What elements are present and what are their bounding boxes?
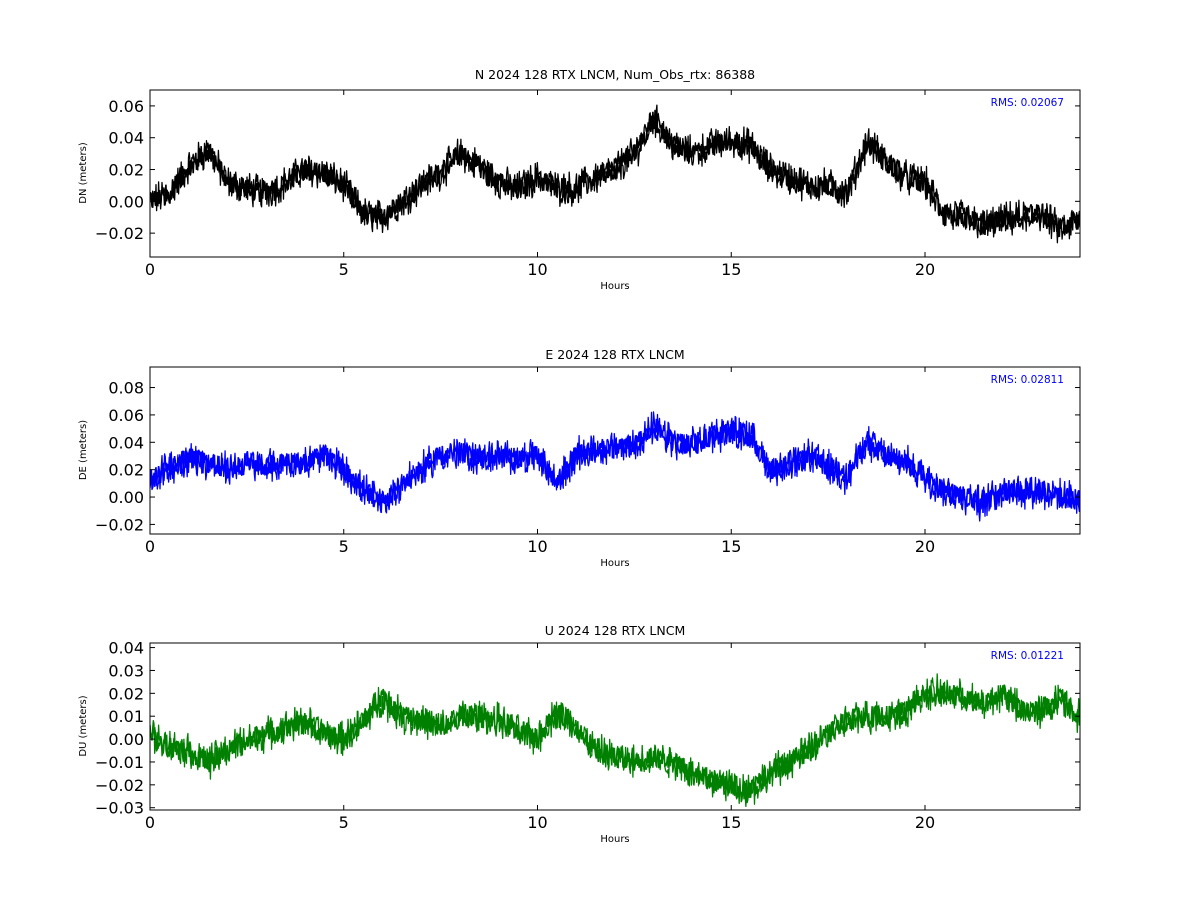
panel-up-ytick-label: 0.01	[108, 707, 144, 726]
panel-north-title: N 2024 128 RTX LNCM, Num_Obs_rtx: 86388	[475, 67, 755, 82]
panel-east-rms-annotation: RMS: 0.02811	[991, 374, 1064, 386]
panel-east-title: E 2024 128 RTX LNCM	[545, 347, 684, 362]
panel-north-axes-frame	[149, 89, 1081, 258]
panel-east-ytick-label: 0.08	[108, 379, 144, 398]
panel-east-ytick-label: 0.02	[108, 461, 144, 480]
panel-up-ytick-label: −0.03	[95, 799, 144, 818]
panel-up-ytick-label: 0.00	[108, 730, 144, 749]
panel-north-ytick-label: 0.06	[108, 97, 144, 116]
panel-up-xtick-label: 10	[527, 813, 547, 832]
panel-east-ytick-label: −0.02	[95, 515, 144, 534]
panel-north-ytick-label: 0.00	[108, 192, 144, 211]
panel-up-ytick-label: 0.02	[108, 684, 144, 703]
panel-north-series-band	[150, 111, 1080, 238]
panel-east-ytick-label: 0.06	[108, 406, 144, 425]
panel-up-ytick-label: 0.04	[108, 639, 144, 658]
panel-east-xtick-label: 5	[339, 537, 349, 556]
panel-east-ytick-label: 0.00	[108, 488, 144, 507]
panel-north-xtick-label: 0	[145, 260, 155, 279]
panel-east-ytick-label: 0.04	[108, 433, 144, 452]
panel-up-series-band	[150, 682, 1080, 800]
panel-east-ylabel: DE (meters)	[78, 420, 89, 480]
panel-east-xtick-label: 15	[721, 537, 741, 556]
panel-north-xlabel: Hours	[600, 281, 629, 292]
panel-north-rms-annotation: RMS: 0.02067	[991, 97, 1064, 109]
panel-east-series-band	[150, 419, 1080, 514]
panel-east-xtick-label: 0	[145, 537, 155, 556]
panel-north-ylabel: DN (meters)	[78, 142, 89, 204]
panel-north-xtick-label: 15	[721, 260, 741, 279]
panel-up-xtick-label: 0	[145, 813, 155, 832]
panel-north-xtick-label: 20	[915, 260, 935, 279]
panel-up-ytick-label: 0.03	[108, 661, 144, 680]
panel-up-rms-annotation: RMS: 0.01221	[991, 650, 1064, 662]
panel-east-axes-frame	[149, 366, 1081, 535]
panel-up-ytick-label: −0.02	[95, 776, 144, 795]
panel-up: 0 5 10 15 20 −0.03 −0.02 −0.01 0.00 0.01 0.02 0.03 0…	[78, 623, 1081, 845]
panel-east-xtick-label: 20	[915, 537, 935, 556]
panel-up-ylabel: DU (meters)	[78, 695, 89, 756]
panel-north-xtick-label: 10	[527, 260, 547, 279]
panel-up-xtick-label: 20	[915, 813, 935, 832]
panel-east-xlabel: Hours	[600, 558, 629, 569]
panel-up-ytick-label: −0.01	[95, 753, 144, 772]
panel-north-ytick-label: −0.02	[95, 224, 144, 243]
panel-up-xlabel: Hours	[600, 834, 629, 845]
panel-north: 0 5 10 15 20 −0.02 0.00 0.02 0.04 0.06 N 2024 128 …	[78, 67, 1081, 292]
panel-east-xtick-label: 10	[527, 537, 547, 556]
panel-up-xtick-label: 15	[721, 813, 741, 832]
panel-north-ytick-label: 0.02	[108, 161, 144, 180]
panel-up-axes-frame	[149, 642, 1081, 811]
panel-north-ytick-label: 0.04	[108, 129, 144, 148]
panel-east: 0 5 10 15 20 −0.02 0.00 0.02 0.04 0.06 0.08 E 2024 …	[78, 347, 1081, 569]
panel-up-title: U 2024 128 RTX LNCM	[545, 623, 686, 638]
panel-north-xtick-label: 5	[339, 260, 349, 279]
panel-up-xtick-label: 5	[339, 813, 349, 832]
